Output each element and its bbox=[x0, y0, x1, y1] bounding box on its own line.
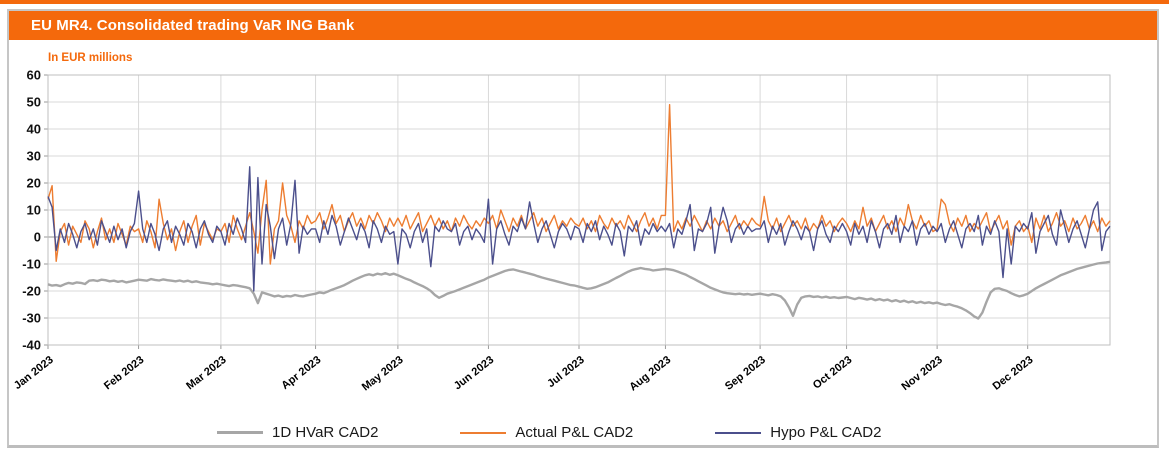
x-tick-label: Aug 2023 bbox=[627, 354, 673, 394]
chart-legend: 1D HVaR CAD2 Actual P&L CAD2 Hypo P&L CA… bbox=[9, 424, 1157, 441]
x-tick-label: May 2023 bbox=[360, 354, 406, 394]
x-tick-label: Jan 2023 bbox=[12, 354, 56, 392]
legend-item-hvar: 1D HVaR CAD2 bbox=[217, 424, 378, 441]
x-tick-label: Nov 2023 bbox=[900, 354, 945, 393]
series-line-actual-p-l-cad2 bbox=[47, 103, 1111, 265]
series-line-hypo-p-l-cad2 bbox=[47, 166, 1111, 292]
x-tick-label: Mar 2023 bbox=[184, 354, 228, 392]
hypo-pnl-line-marker bbox=[715, 431, 762, 434]
y-tick-label: 10 bbox=[27, 203, 41, 218]
y-tick-label: 30 bbox=[27, 149, 41, 164]
chart-units-label: In EUR millions bbox=[48, 52, 133, 64]
actual-pnl-line-marker bbox=[460, 431, 507, 434]
chart-canvas: Jan 2023 Feb 2023 Mar 2023 Apr 2023 May 2023… bbox=[12, 68, 1111, 394]
y-tick-label: 20 bbox=[27, 176, 41, 191]
series-line-1d-hvar-cad2 bbox=[47, 260, 1111, 320]
y-tick-label: 60 bbox=[27, 68, 41, 83]
y-tick-label: -40 bbox=[22, 338, 41, 353]
top-accent-strip bbox=[0, 0, 1169, 4]
x-tick-label: Sep 2023 bbox=[723, 354, 768, 393]
legend-item-actual-pnl: Actual P&L CAD2 bbox=[460, 424, 633, 441]
legend-label-actual-pnl: Actual P&L CAD2 bbox=[515, 424, 634, 441]
plot-border bbox=[47, 74, 1111, 346]
report-header: EU MR4. Consolidated trading VaR ING Ban… bbox=[9, 11, 1157, 40]
x-tick-label: Oct 2023 bbox=[811, 354, 855, 392]
y-tick-label: 50 bbox=[27, 95, 41, 110]
legend-label-hvar: 1D HVaR CAD2 bbox=[272, 424, 379, 441]
y-tick-label: -10 bbox=[22, 257, 41, 272]
hvar-line-marker bbox=[217, 431, 263, 434]
y-tick-label: 40 bbox=[27, 122, 41, 137]
y-tick-label: -30 bbox=[22, 311, 41, 326]
y-tick-label: -20 bbox=[22, 284, 41, 299]
legend-item-hypo-pnl: Hypo P&L CAD2 bbox=[715, 424, 881, 441]
x-tick-label: Jul 2023 bbox=[545, 354, 587, 390]
x-tick-label: Dec 2023 bbox=[991, 354, 1036, 393]
x-tick-label: Apr 2023 bbox=[279, 354, 323, 392]
x-tick-label: Feb 2023 bbox=[102, 354, 146, 392]
y-tick-label: 0 bbox=[34, 230, 41, 245]
report-title: EU MR4. Consolidated trading VaR ING Ban… bbox=[31, 17, 355, 34]
report-panel: EU MR4. Consolidated trading VaR ING Ban… bbox=[7, 9, 1159, 448]
legend-label-hypo-pnl: Hypo P&L CAD2 bbox=[770, 424, 882, 441]
x-tick-label: Jun 2023 bbox=[452, 354, 496, 392]
chart-area: Jan 2023 Feb 2023 Mar 2023 Apr 2023 May 2023… bbox=[9, 40, 1157, 416]
